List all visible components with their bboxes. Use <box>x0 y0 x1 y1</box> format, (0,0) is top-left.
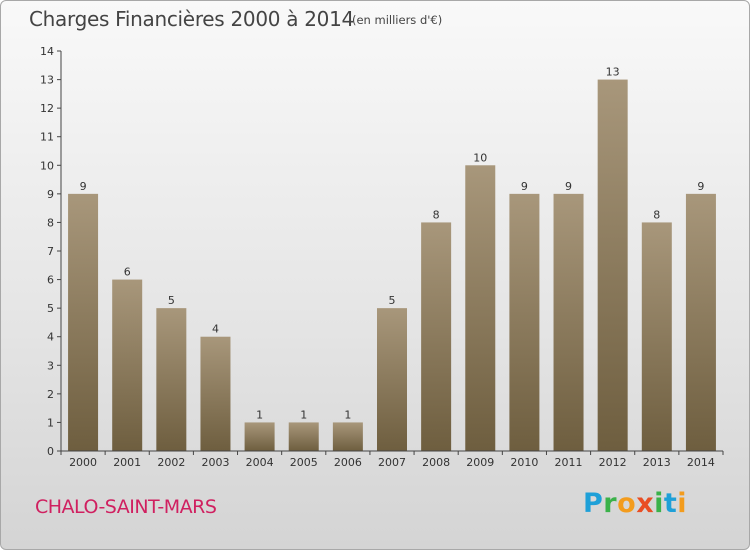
x-tick-label-2014: 2014 <box>687 456 715 469</box>
logo-letter-x: x <box>636 488 655 519</box>
x-tick-label-2000: 2000 <box>69 456 97 469</box>
logo-letter-p: P <box>583 488 604 519</box>
data-label-2014: 9 <box>697 180 704 193</box>
logo-letter-i: i <box>654 488 664 519</box>
y-tick-label: 11 <box>40 131 54 144</box>
bar-2004 <box>244 422 275 451</box>
data-label-2001: 6 <box>124 266 131 279</box>
y-tick-label: 0 <box>47 445 54 458</box>
bar-2009 <box>465 165 496 452</box>
logo-letter-t: t <box>663 488 678 519</box>
x-tick-label-2003: 2003 <box>201 456 229 469</box>
x-tick-label-2001: 2001 <box>113 456 141 469</box>
data-label-2007: 5 <box>389 294 396 307</box>
chart-title: Charges Financières 2000 à 2014 <box>29 7 354 31</box>
chart-unit: (en milliers d'€) <box>352 13 443 27</box>
data-label-2002: 5 <box>168 294 175 307</box>
y-tick-label: 9 <box>47 188 54 201</box>
y-tick-label: 5 <box>47 302 54 315</box>
y-tick-label: 2 <box>47 388 54 401</box>
y-tick-label: 12 <box>40 102 54 115</box>
bar-2007 <box>377 308 407 451</box>
proxiti-logo: Proxiti <box>583 488 687 519</box>
bar-2012 <box>597 79 628 452</box>
bar-2000 <box>68 193 99 451</box>
y-tick-label: 3 <box>47 359 54 372</box>
logo-letter-r: r <box>603 488 618 519</box>
x-tick-label-2008: 2008 <box>422 456 450 469</box>
x-tick-label-2004: 2004 <box>246 456 274 469</box>
bar-2008 <box>421 222 452 451</box>
data-label-2004: 1 <box>256 408 263 421</box>
y-tick-label: 13 <box>40 74 54 87</box>
x-tick-label-2002: 2002 <box>157 456 185 469</box>
bar-2006 <box>332 422 363 451</box>
data-label-2006: 1 <box>344 408 351 421</box>
logo-letter-i-2: i <box>677 488 688 519</box>
x-tick-label-2010: 2010 <box>510 456 538 469</box>
x-tick-label-2012: 2012 <box>599 456 627 469</box>
y-tick-label: 6 <box>47 274 54 287</box>
x-tick-label-2013: 2013 <box>643 456 671 469</box>
x-tick-label-2007: 2007 <box>378 456 406 469</box>
bar-2005 <box>288 422 319 451</box>
data-label-2011: 9 <box>565 180 572 193</box>
data-label-2009: 10 <box>473 151 487 164</box>
x-tick-label-2005: 2005 <box>290 456 318 469</box>
bar-2002 <box>156 308 187 451</box>
x-tick-label-2009: 2009 <box>466 456 494 469</box>
bar-2001 <box>112 279 143 451</box>
bar-2003 <box>200 336 231 451</box>
bar-2010 <box>509 193 540 451</box>
data-label-2008: 8 <box>433 208 440 221</box>
data-label-2005: 1 <box>300 408 307 421</box>
bar-2014 <box>685 193 716 451</box>
data-label-2010: 9 <box>521 180 528 193</box>
logo-letter-o: o <box>617 488 637 519</box>
y-tick-label: 8 <box>47 216 54 229</box>
data-label-2013: 8 <box>653 208 660 221</box>
data-label-2003: 4 <box>212 323 219 336</box>
bar-2013 <box>641 222 672 451</box>
data-label-2000: 9 <box>80 180 87 193</box>
y-tick-label: 4 <box>47 331 54 344</box>
data-label-2012: 13 <box>606 66 620 79</box>
y-tick-label: 14 <box>40 45 54 58</box>
x-tick-label-2006: 2006 <box>334 456 362 469</box>
y-tick-label: 7 <box>47 245 54 258</box>
y-tick-label: 10 <box>40 159 54 172</box>
y-tick-label: 1 <box>47 416 54 429</box>
bar-2011 <box>553 193 584 451</box>
city-name: CHALO-SAINT-MARS <box>35 496 217 518</box>
x-tick-label-2011: 2011 <box>555 456 583 469</box>
